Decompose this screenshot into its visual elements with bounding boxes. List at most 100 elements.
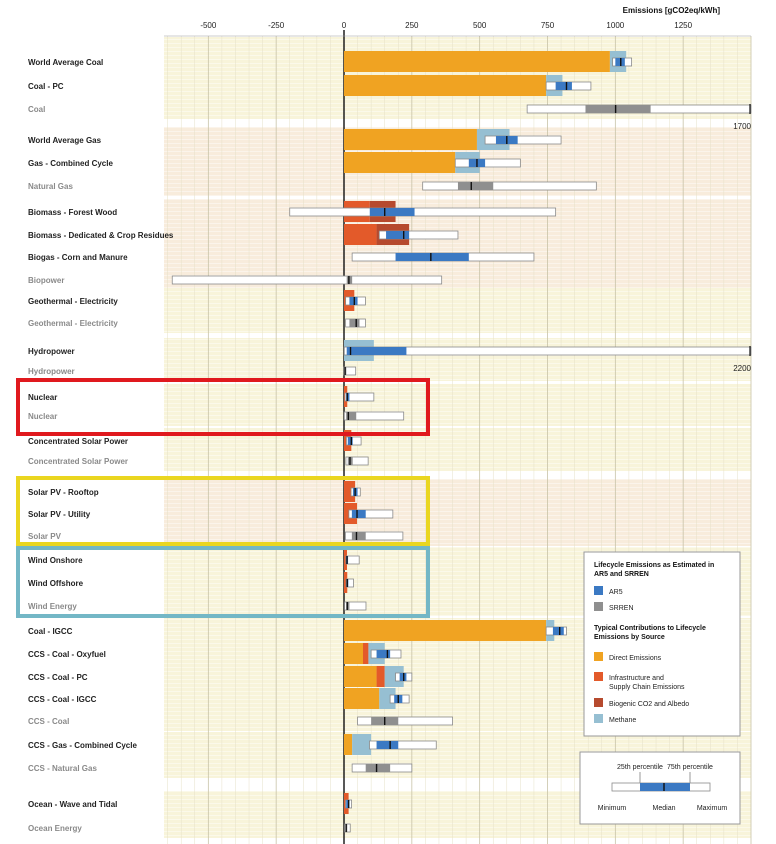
legend-label-methane: Methane <box>609 717 636 724</box>
iqr-box <box>351 510 366 518</box>
legend-swatch-methane <box>594 714 603 723</box>
row-label: CCS - Natural Gas <box>28 764 97 773</box>
legend-swatch-bio <box>594 698 603 707</box>
contribution-bar-infra <box>344 481 356 502</box>
key-iqr-box <box>640 783 690 791</box>
row-label: Nuclear <box>28 412 57 421</box>
range-bar <box>345 578 354 588</box>
range-bar <box>348 509 394 519</box>
row-label: Biomass - Dedicated & Crop Residues <box>28 231 174 240</box>
x-tick-label: 250 <box>405 21 419 30</box>
row-label: CCS - Gas - Combined Cycle <box>28 741 137 750</box>
group-panel-texture <box>164 338 751 381</box>
row-label: Gas - Combined Cycle <box>28 159 113 168</box>
iqr-box <box>555 82 572 90</box>
legend-label-infra-line: Supply Chain Emissions <box>609 684 685 691</box>
contribution-bar-direct <box>344 129 477 150</box>
group-panel-texture <box>164 288 751 333</box>
solar-highlight <box>16 476 430 546</box>
contribution-bar-direct <box>344 666 377 687</box>
x-tick-label: 1000 <box>606 21 624 30</box>
contribution-bar-infra <box>376 666 385 687</box>
legend-swatch-ar5 <box>594 586 603 595</box>
legend-title: Lifecycle Emissions as Estimated in AR5 a… <box>594 562 714 578</box>
row-label: Solar PV <box>28 532 62 541</box>
contribution-bar-methane <box>352 734 372 755</box>
row-label: Solar PV - Rooftop <box>28 488 99 497</box>
iqr-box <box>585 105 651 113</box>
nuclear-highlight <box>16 378 430 436</box>
row-label: Hydropower <box>28 367 75 376</box>
range-bar <box>357 716 453 726</box>
iqr-box <box>346 412 357 420</box>
iqr-box <box>395 253 469 261</box>
data-marks: 1700 2200 <box>171 51 752 833</box>
contribution-bar-direct <box>344 643 363 664</box>
range-bar <box>344 392 375 402</box>
row-label: Wind Onshore <box>28 556 83 565</box>
iqr-box <box>346 800 350 808</box>
iqr-box <box>346 347 407 355</box>
iqr-box <box>376 650 391 658</box>
key-max-label: Maximum <box>697 805 728 812</box>
iqr-box <box>369 208 415 216</box>
range-bar <box>344 823 351 833</box>
range-bar <box>344 531 404 541</box>
highlight-boxes <box>16 378 430 618</box>
contribution-bar-direct <box>344 620 547 641</box>
key-median-label: Median <box>653 805 676 812</box>
x-tick-label: 750 <box>541 21 555 30</box>
range-bar <box>344 601 367 611</box>
row-label: Ocean Energy <box>28 824 82 833</box>
range-bar <box>289 207 557 217</box>
row-label: CCS - Coal - IGCC <box>28 695 97 704</box>
iqr-box <box>347 437 353 445</box>
percentile-key: 25th percentile 75th percentile Minimum Med… <box>579 751 741 825</box>
iqr-box <box>552 627 564 635</box>
overflow-label: 2200 <box>733 364 751 373</box>
legend-contrib-title-line: Emissions by Source <box>594 634 665 641</box>
legend-box <box>583 551 741 737</box>
legend-label-srren: SRREN <box>609 605 634 612</box>
contribution-bar-direct <box>344 734 353 755</box>
contribution-bar-infra <box>362 643 369 664</box>
contribution-bar-direct <box>344 152 456 173</box>
range-bar <box>378 230 459 240</box>
legend-swatch-infra <box>594 672 603 681</box>
iqr-box <box>351 532 366 540</box>
x-tick-label: 0 <box>342 21 347 30</box>
x-axis-title: Emissions [gCO2eq/kWh] <box>623 6 721 15</box>
row-label: Wind Offshore <box>28 579 84 588</box>
row-label: World Average Gas <box>28 136 102 145</box>
row-labels: World Average Coal Coal - PC Coal World Ave… <box>28 58 174 833</box>
legend-swatch-srren <box>594 602 603 611</box>
contribution-bar-direct <box>344 75 547 96</box>
group-panel-texture <box>164 479 751 546</box>
range-bar <box>484 135 562 145</box>
row-label: Biomass - Forest Wood <box>28 208 117 217</box>
x-tick-label: 1250 <box>674 21 692 30</box>
row-label: CCS - Coal - Oxyfuel <box>28 650 106 659</box>
iqr-box <box>376 741 399 749</box>
legend-label-bio: Biogenic CO2 and Albedo <box>609 701 689 708</box>
row-label: Natural Gas <box>28 182 73 191</box>
x-tick-label: -250 <box>268 21 285 30</box>
legend: Lifecycle Emissions as Estimated in AR5 a… <box>583 551 741 737</box>
range-bar <box>343 366 357 376</box>
range-bar <box>345 436 362 446</box>
row-label: Geothermal - Electricity <box>28 319 118 328</box>
range-bar <box>171 275 443 285</box>
legend-title-line: Lifecycle Emissions as Estimated in <box>594 562 714 569</box>
range-bar <box>345 456 369 466</box>
row-label: Coal - IGCC <box>28 627 73 636</box>
iqr-box <box>349 319 360 327</box>
row-label: CCS - Coal <box>28 717 69 726</box>
row-label: Coal <box>28 105 45 114</box>
contribution-bar-infra <box>344 572 348 593</box>
iqr-box <box>386 231 410 239</box>
row-label: Wind Energy <box>28 602 77 611</box>
range-bar <box>422 181 597 191</box>
row-label: Biopower <box>28 276 64 285</box>
iqr-box <box>457 182 494 190</box>
row-label: World Average Coal <box>28 58 103 67</box>
